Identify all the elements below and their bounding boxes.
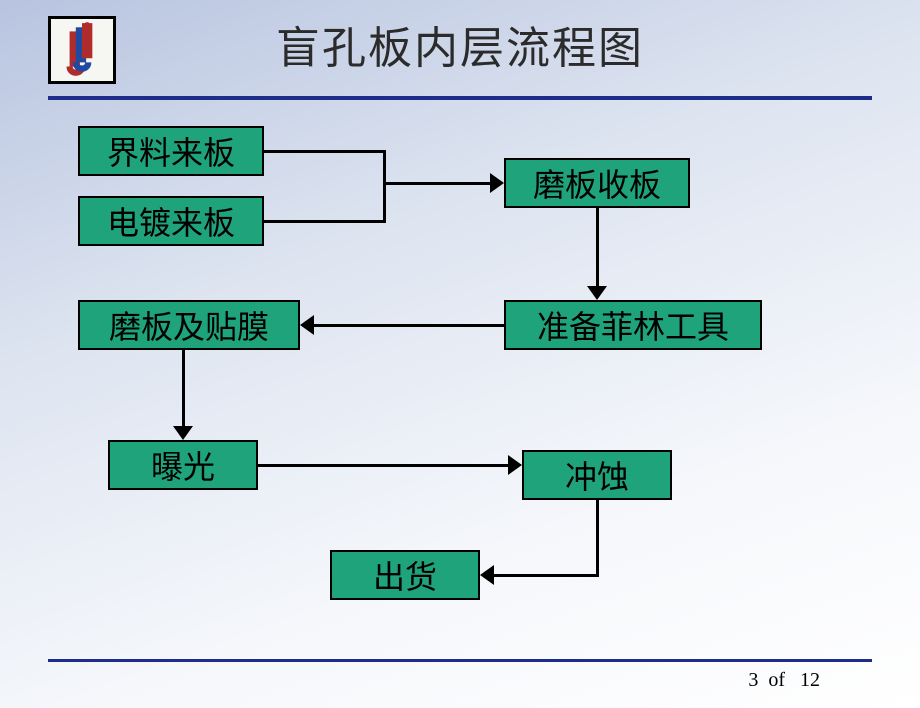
flow-node-n2: 电镀来板 [78, 196, 264, 246]
flowchart-stage: 界料来板电镀来板 磨板收板准备菲林工具 磨板及贴膜曝光 冲蚀出货 [0, 110, 920, 650]
flow-edge [383, 150, 386, 223]
page-current: 3 [748, 669, 758, 691]
arrow-head-icon [173, 426, 193, 440]
arrow-head-icon [300, 315, 314, 335]
flow-edge [494, 574, 599, 577]
flow-node-n7: 冲蚀 [522, 450, 672, 500]
flow-node-n6: 曝光 [108, 440, 258, 490]
flow-edge [384, 182, 490, 185]
flow-node-n5: 磨板及贴膜 [78, 300, 300, 350]
page-total: 12 [800, 669, 820, 691]
flow-edge [264, 220, 384, 223]
flow-edge [264, 150, 384, 153]
flow-node-n8: 出货 [330, 550, 480, 600]
arrow-head-icon [587, 286, 607, 300]
flow-node-n4: 准备菲林工具 [504, 300, 762, 350]
page-sep: of [768, 669, 785, 691]
flow-edge [314, 324, 504, 327]
slide-title: 盲孔板内层流程图 [0, 12, 920, 76]
slide-title-text: 盲孔板内层流程图 [276, 24, 644, 73]
footer-rule [48, 659, 872, 662]
arrow-head-icon [480, 565, 494, 585]
arrow-head-icon [508, 455, 522, 475]
flow-node-n3: 磨板收板 [504, 158, 690, 208]
flow-node-n1: 界料来板 [78, 126, 264, 176]
arrow-head-icon [490, 173, 504, 193]
flow-edge [596, 500, 599, 575]
title-rule [48, 96, 872, 100]
flow-edge [182, 350, 185, 426]
flow-edge [596, 208, 599, 286]
flow-edge [258, 464, 508, 467]
page-indicator: 3 of 12 [748, 669, 820, 692]
